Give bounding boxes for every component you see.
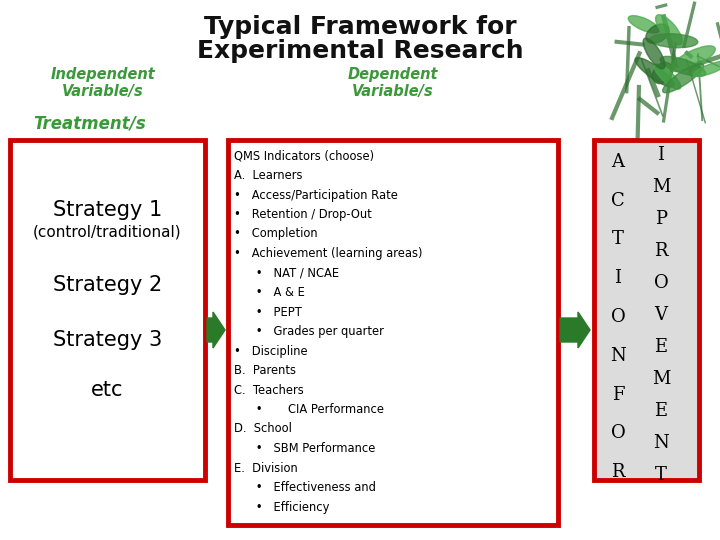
FancyBboxPatch shape (594, 140, 699, 480)
Text: Dependent
Variable/s: Dependent Variable/s (348, 67, 438, 99)
Text: A: A (611, 153, 624, 171)
Text: •   Efficiency: • Efficiency (234, 501, 329, 514)
Text: D.  School: D. School (234, 422, 292, 435)
Text: M: M (652, 178, 670, 196)
Text: E: E (654, 338, 667, 356)
Text: Typical Framework for: Typical Framework for (204, 15, 516, 39)
Ellipse shape (654, 64, 681, 89)
Ellipse shape (652, 63, 672, 84)
Text: Independent
Variable/s: Independent Variable/s (50, 67, 156, 99)
Ellipse shape (629, 16, 660, 33)
Text: •   Access/Participation Rate: • Access/Participation Rate (234, 188, 398, 201)
Text: •   Retention / Drop-Out: • Retention / Drop-Out (234, 208, 372, 221)
Text: O: O (611, 308, 626, 326)
Text: •   NAT / NCAE: • NAT / NCAE (234, 267, 339, 280)
Text: Strategy 3: Strategy 3 (53, 330, 162, 350)
Text: N: N (610, 347, 626, 364)
Text: B.  Parents: B. Parents (234, 364, 296, 377)
FancyBboxPatch shape (228, 140, 558, 525)
Text: •   Completion: • Completion (234, 227, 318, 240)
Text: A.  Learners: A. Learners (234, 169, 302, 182)
Text: T: T (612, 231, 624, 248)
Text: •   A & E: • A & E (234, 286, 305, 299)
Text: C: C (611, 192, 625, 210)
Text: etc: etc (91, 380, 124, 400)
Ellipse shape (646, 24, 669, 43)
Text: O: O (611, 424, 626, 442)
Ellipse shape (643, 38, 665, 69)
Ellipse shape (656, 15, 682, 45)
Text: C.  Teachers: C. Teachers (234, 383, 304, 396)
Text: E.  Division: E. Division (234, 462, 298, 475)
Text: N: N (653, 434, 669, 452)
Text: •   Discipline: • Discipline (234, 345, 307, 357)
Text: P: P (655, 210, 667, 228)
Text: •       CIA Performance: • CIA Performance (234, 403, 384, 416)
Text: Strategy 1: Strategy 1 (53, 200, 162, 220)
Text: •   SBM Performance: • SBM Performance (234, 442, 375, 455)
Text: E: E (654, 402, 667, 420)
Text: I: I (657, 146, 665, 164)
Text: •   Grades per quarter: • Grades per quarter (234, 325, 384, 338)
Text: QMS Indicators (choose): QMS Indicators (choose) (234, 150, 374, 163)
Text: O: O (654, 274, 668, 292)
Ellipse shape (693, 61, 720, 77)
Text: Treatment/s: Treatment/s (34, 114, 146, 132)
Ellipse shape (660, 56, 706, 76)
Text: Experimental Research: Experimental Research (197, 39, 523, 63)
Text: (control/traditional): (control/traditional) (33, 225, 182, 240)
FancyArrow shape (560, 312, 590, 348)
Ellipse shape (635, 58, 674, 87)
Text: R: R (654, 242, 667, 260)
Text: I: I (614, 269, 621, 287)
Text: F: F (612, 386, 624, 403)
Ellipse shape (649, 34, 698, 48)
Ellipse shape (662, 64, 703, 93)
Text: •   Achievement (learning areas): • Achievement (learning areas) (234, 247, 423, 260)
FancyBboxPatch shape (10, 140, 205, 480)
Text: Strategy 2: Strategy 2 (53, 275, 162, 295)
Text: V: V (654, 306, 667, 324)
Text: M: M (652, 370, 670, 388)
Text: •   PEPT: • PEPT (234, 306, 302, 319)
Text: R: R (611, 463, 625, 481)
Text: •   Effectiveness and: • Effectiveness and (234, 481, 376, 494)
Ellipse shape (670, 46, 715, 72)
Text: T: T (655, 466, 667, 484)
FancyArrow shape (207, 312, 225, 348)
